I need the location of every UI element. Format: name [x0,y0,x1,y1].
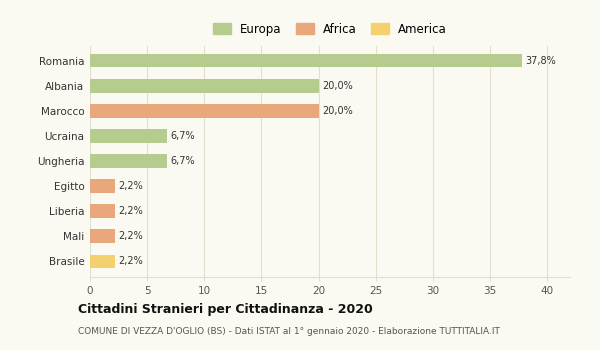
Bar [90,204,115,218]
Bar [90,104,319,118]
Text: COMUNE DI VEZZA D'OGLIO (BS) - Dati ISTAT al 1° gennaio 2020 - Elaborazione TUTT: COMUNE DI VEZZA D'OGLIO (BS) - Dati ISTA… [78,327,500,336]
Text: 2,2%: 2,2% [119,231,143,242]
Text: 20,0%: 20,0% [322,106,353,116]
Bar [90,229,115,243]
Bar [90,179,115,193]
Bar [90,129,167,143]
Bar [90,254,115,268]
Text: 2,2%: 2,2% [119,257,143,266]
Text: 2,2%: 2,2% [119,181,143,191]
Bar [90,54,522,68]
Text: 2,2%: 2,2% [119,206,143,216]
Text: 6,7%: 6,7% [170,156,194,166]
Legend: Europa, Africa, America: Europa, Africa, America [209,19,451,39]
Bar [90,79,319,93]
Text: 6,7%: 6,7% [170,131,194,141]
Text: 37,8%: 37,8% [526,56,556,65]
Text: 20,0%: 20,0% [322,80,353,91]
Bar [90,154,167,168]
Text: Cittadini Stranieri per Cittadinanza - 2020: Cittadini Stranieri per Cittadinanza - 2… [78,303,373,316]
